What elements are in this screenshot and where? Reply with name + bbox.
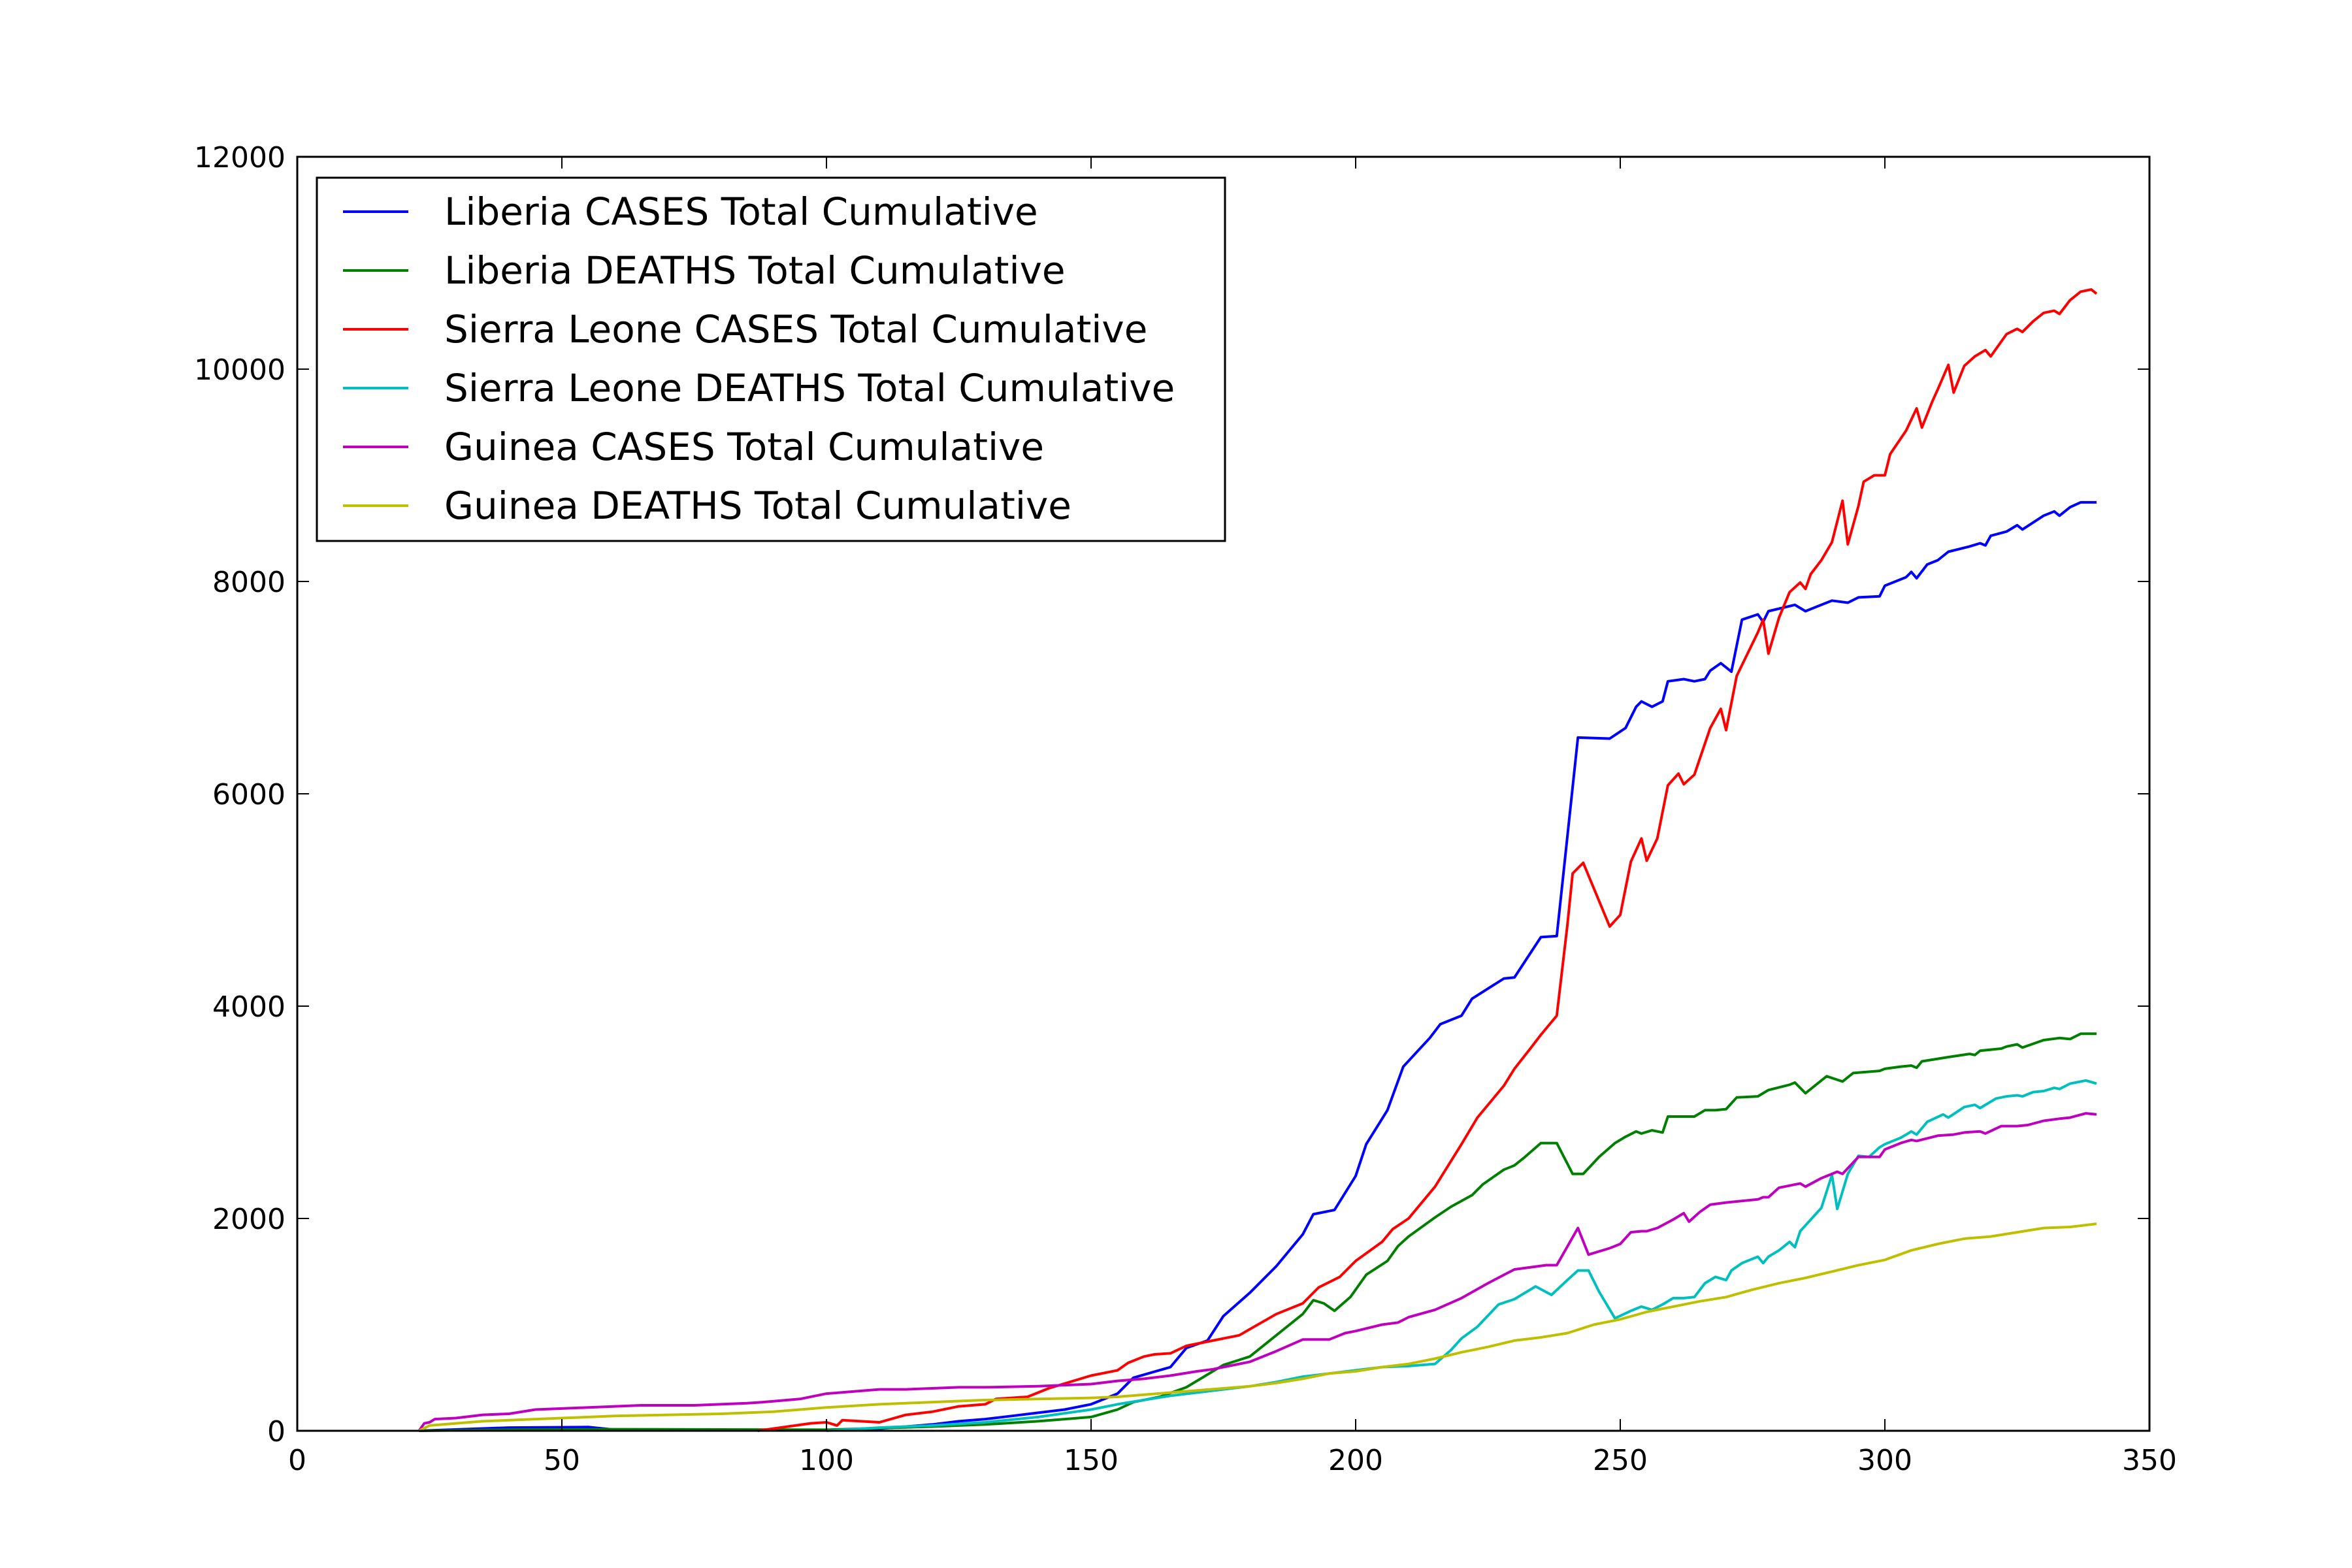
series-line-2 (757, 288, 2098, 1432)
series-line-4 (417, 1112, 2097, 1432)
x-tick-label-1: 50 (544, 1444, 580, 1477)
y-tick-label-5: 10000 (194, 353, 286, 387)
legend-label-4: Guinea CASES Total Cumulative (444, 425, 1044, 469)
x-tick-label-5: 250 (1593, 1444, 1648, 1477)
x-tick-label-4: 200 (1328, 1444, 1383, 1477)
legend-label-1: Liberia DEATHS Total Cumulative (444, 248, 1066, 293)
y-tick-label-6: 12000 (194, 141, 286, 174)
x-tick-label-6: 300 (1857, 1444, 1912, 1477)
y-tick-label-1: 2000 (212, 1203, 286, 1236)
series-line-1 (419, 1032, 2097, 1432)
x-tick-label-3: 150 (1064, 1444, 1119, 1477)
y-tick-label-3: 6000 (212, 778, 286, 811)
x-tick-label-0: 0 (288, 1444, 306, 1477)
y-tick-label-2: 4000 (212, 990, 286, 1024)
x-tick-label-2: 100 (799, 1444, 854, 1477)
series-line-5 (418, 1222, 2097, 1432)
legend-label-0: Liberia CASES Total Cumulative (444, 189, 1038, 234)
legend-label-2: Sierra Leone CASES Total Cumulative (444, 307, 1147, 351)
y-tick-label-0: 0 (267, 1415, 286, 1448)
series-line-0 (419, 500, 2097, 1432)
legend-label-5: Guinea DEATHS Total Cumulative (444, 483, 1071, 528)
x-tick-label-7: 350 (2122, 1444, 2177, 1477)
tick-layer: 0 50 100 150 200 250 300 350 0 2000 4000 6000 8000 10… (194, 141, 2177, 1477)
legend-box (316, 176, 1226, 542)
y-tick-label-4: 8000 (212, 566, 286, 599)
series-line-3 (826, 1079, 2097, 1432)
legend: Liberia CASES Total Cumulative Liberia DE… (316, 176, 1226, 542)
series-layer (417, 288, 2098, 1432)
legend-label-3: Sierra Leone DEATHS Total Cumulative (444, 366, 1175, 410)
